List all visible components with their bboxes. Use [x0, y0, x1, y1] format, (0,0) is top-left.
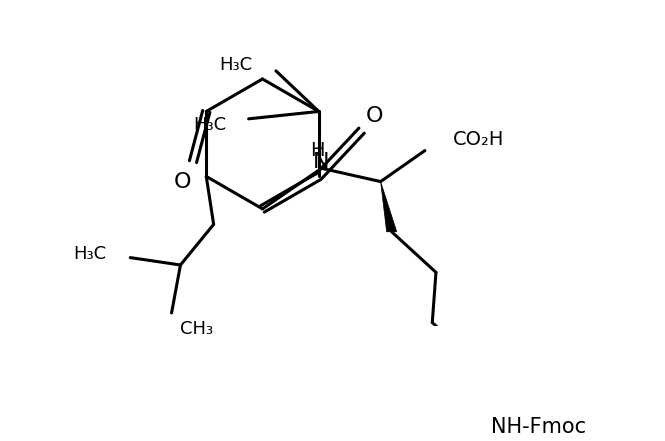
Text: O: O: [366, 106, 384, 126]
Text: N: N: [313, 153, 330, 172]
Text: H: H: [311, 141, 325, 160]
Text: H₃C: H₃C: [74, 245, 106, 263]
Text: H₃C: H₃C: [219, 56, 252, 74]
Text: CH₃: CH₃: [180, 320, 213, 338]
Text: H₃C: H₃C: [194, 116, 227, 134]
Polygon shape: [380, 182, 397, 232]
Text: CO₂H: CO₂H: [453, 130, 504, 149]
Text: O: O: [174, 172, 192, 192]
Text: NH-Fmoc: NH-Fmoc: [491, 417, 587, 437]
